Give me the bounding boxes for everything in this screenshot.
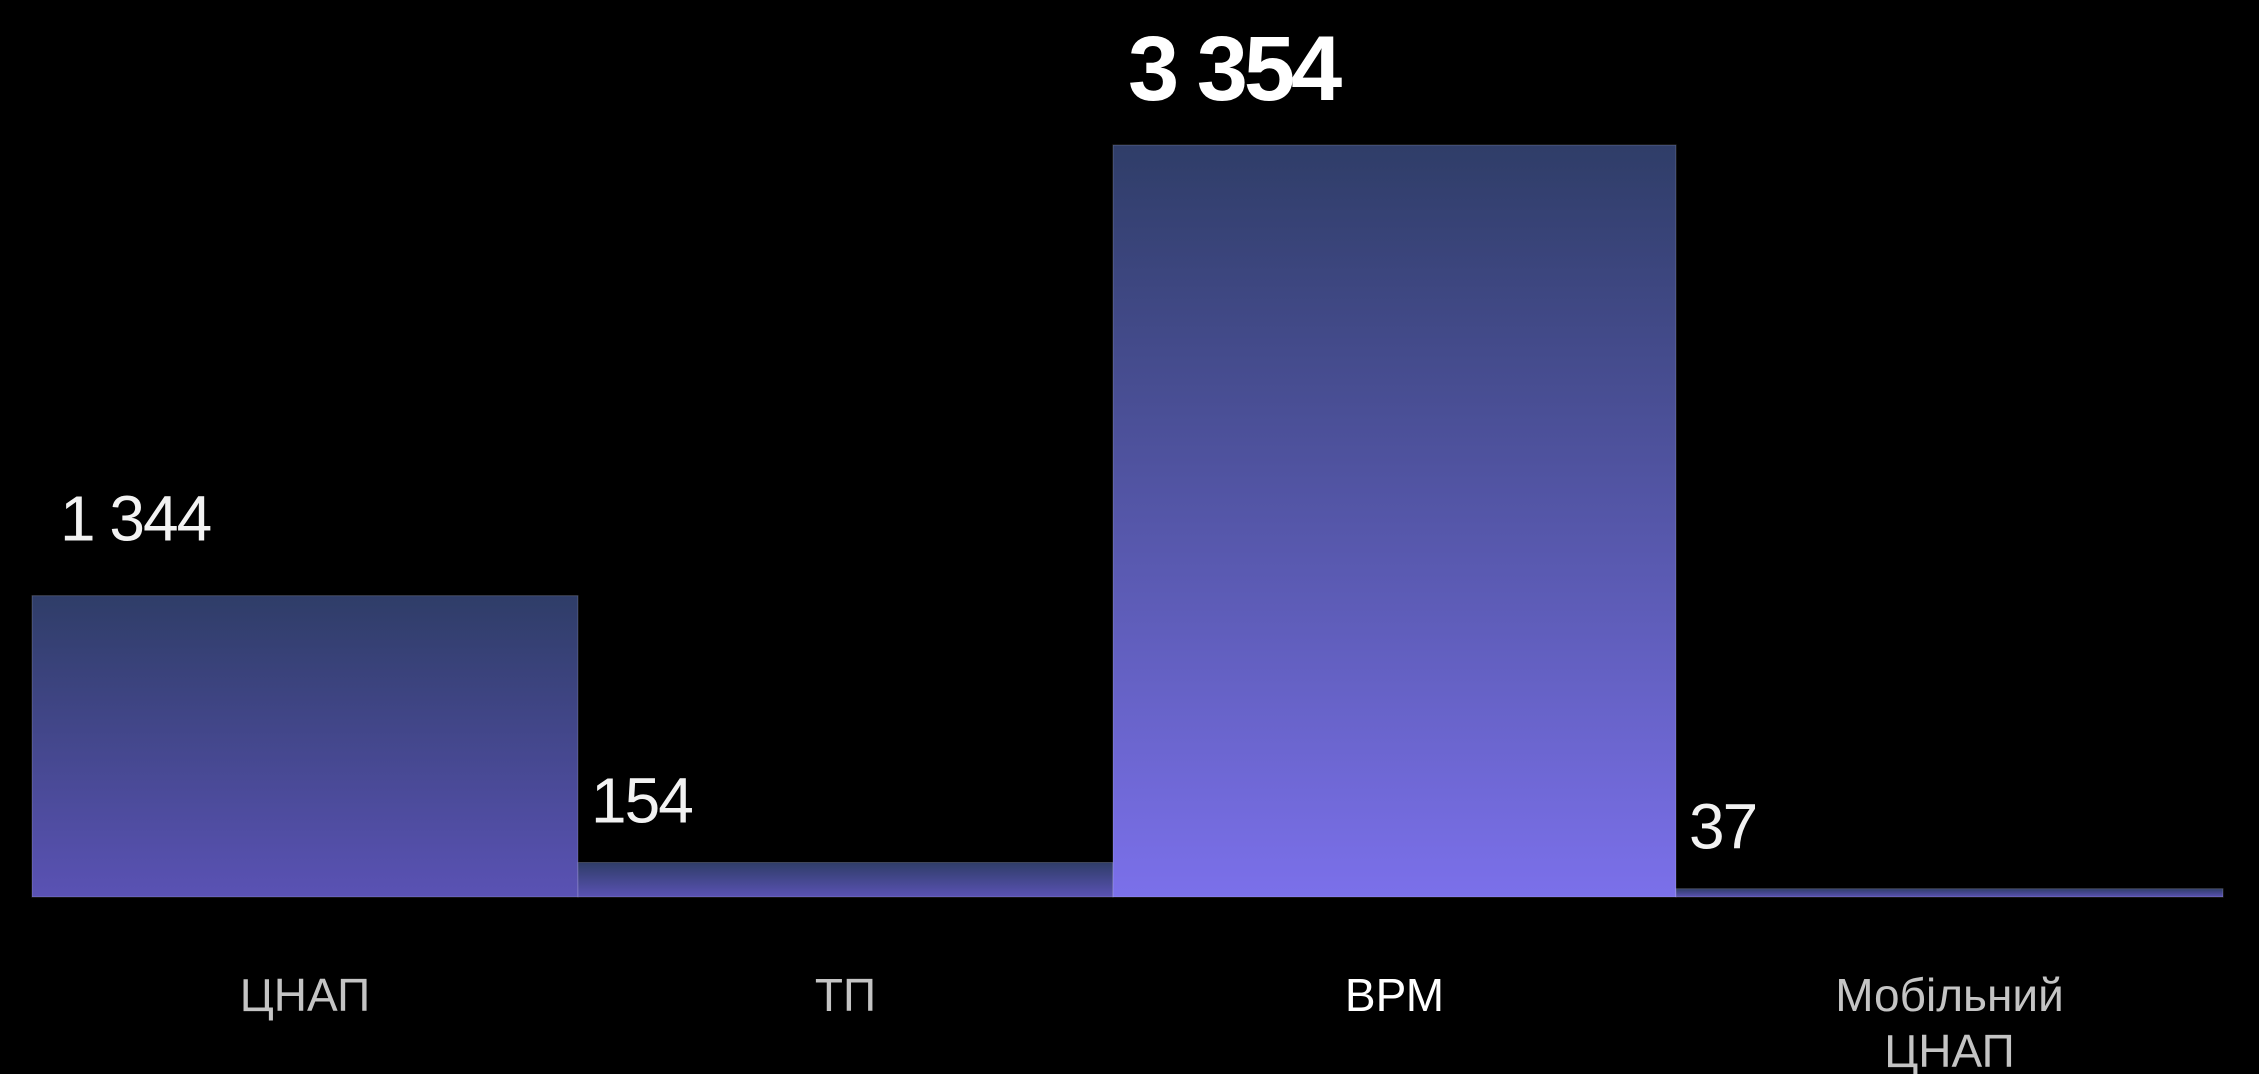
value-labels-group: 1 344 154 3 354 37: [60, 18, 1758, 863]
bar-0: [31, 595, 579, 898]
category-labels-group: ЦНАП ТП ВРМ Мобільний ЦНАП: [240, 969, 2064, 1074]
bars-group: [31, 144, 2224, 898]
bar-3: [1675, 888, 2224, 898]
category-label-3: Мобільний ЦНАП: [1835, 969, 2064, 1074]
value-label-2: 3 354: [1128, 18, 1342, 120]
category-label-0: ЦНАП: [240, 969, 370, 1021]
bar-2: [1112, 144, 1677, 898]
value-label-1: 154: [591, 764, 692, 836]
value-label-0: 1 344: [60, 483, 211, 555]
category-label-1: ТП: [815, 969, 876, 1021]
category-label-2: ВРМ: [1345, 969, 1444, 1021]
bar-1: [577, 861, 1114, 898]
value-label-3: 37: [1689, 791, 1756, 863]
